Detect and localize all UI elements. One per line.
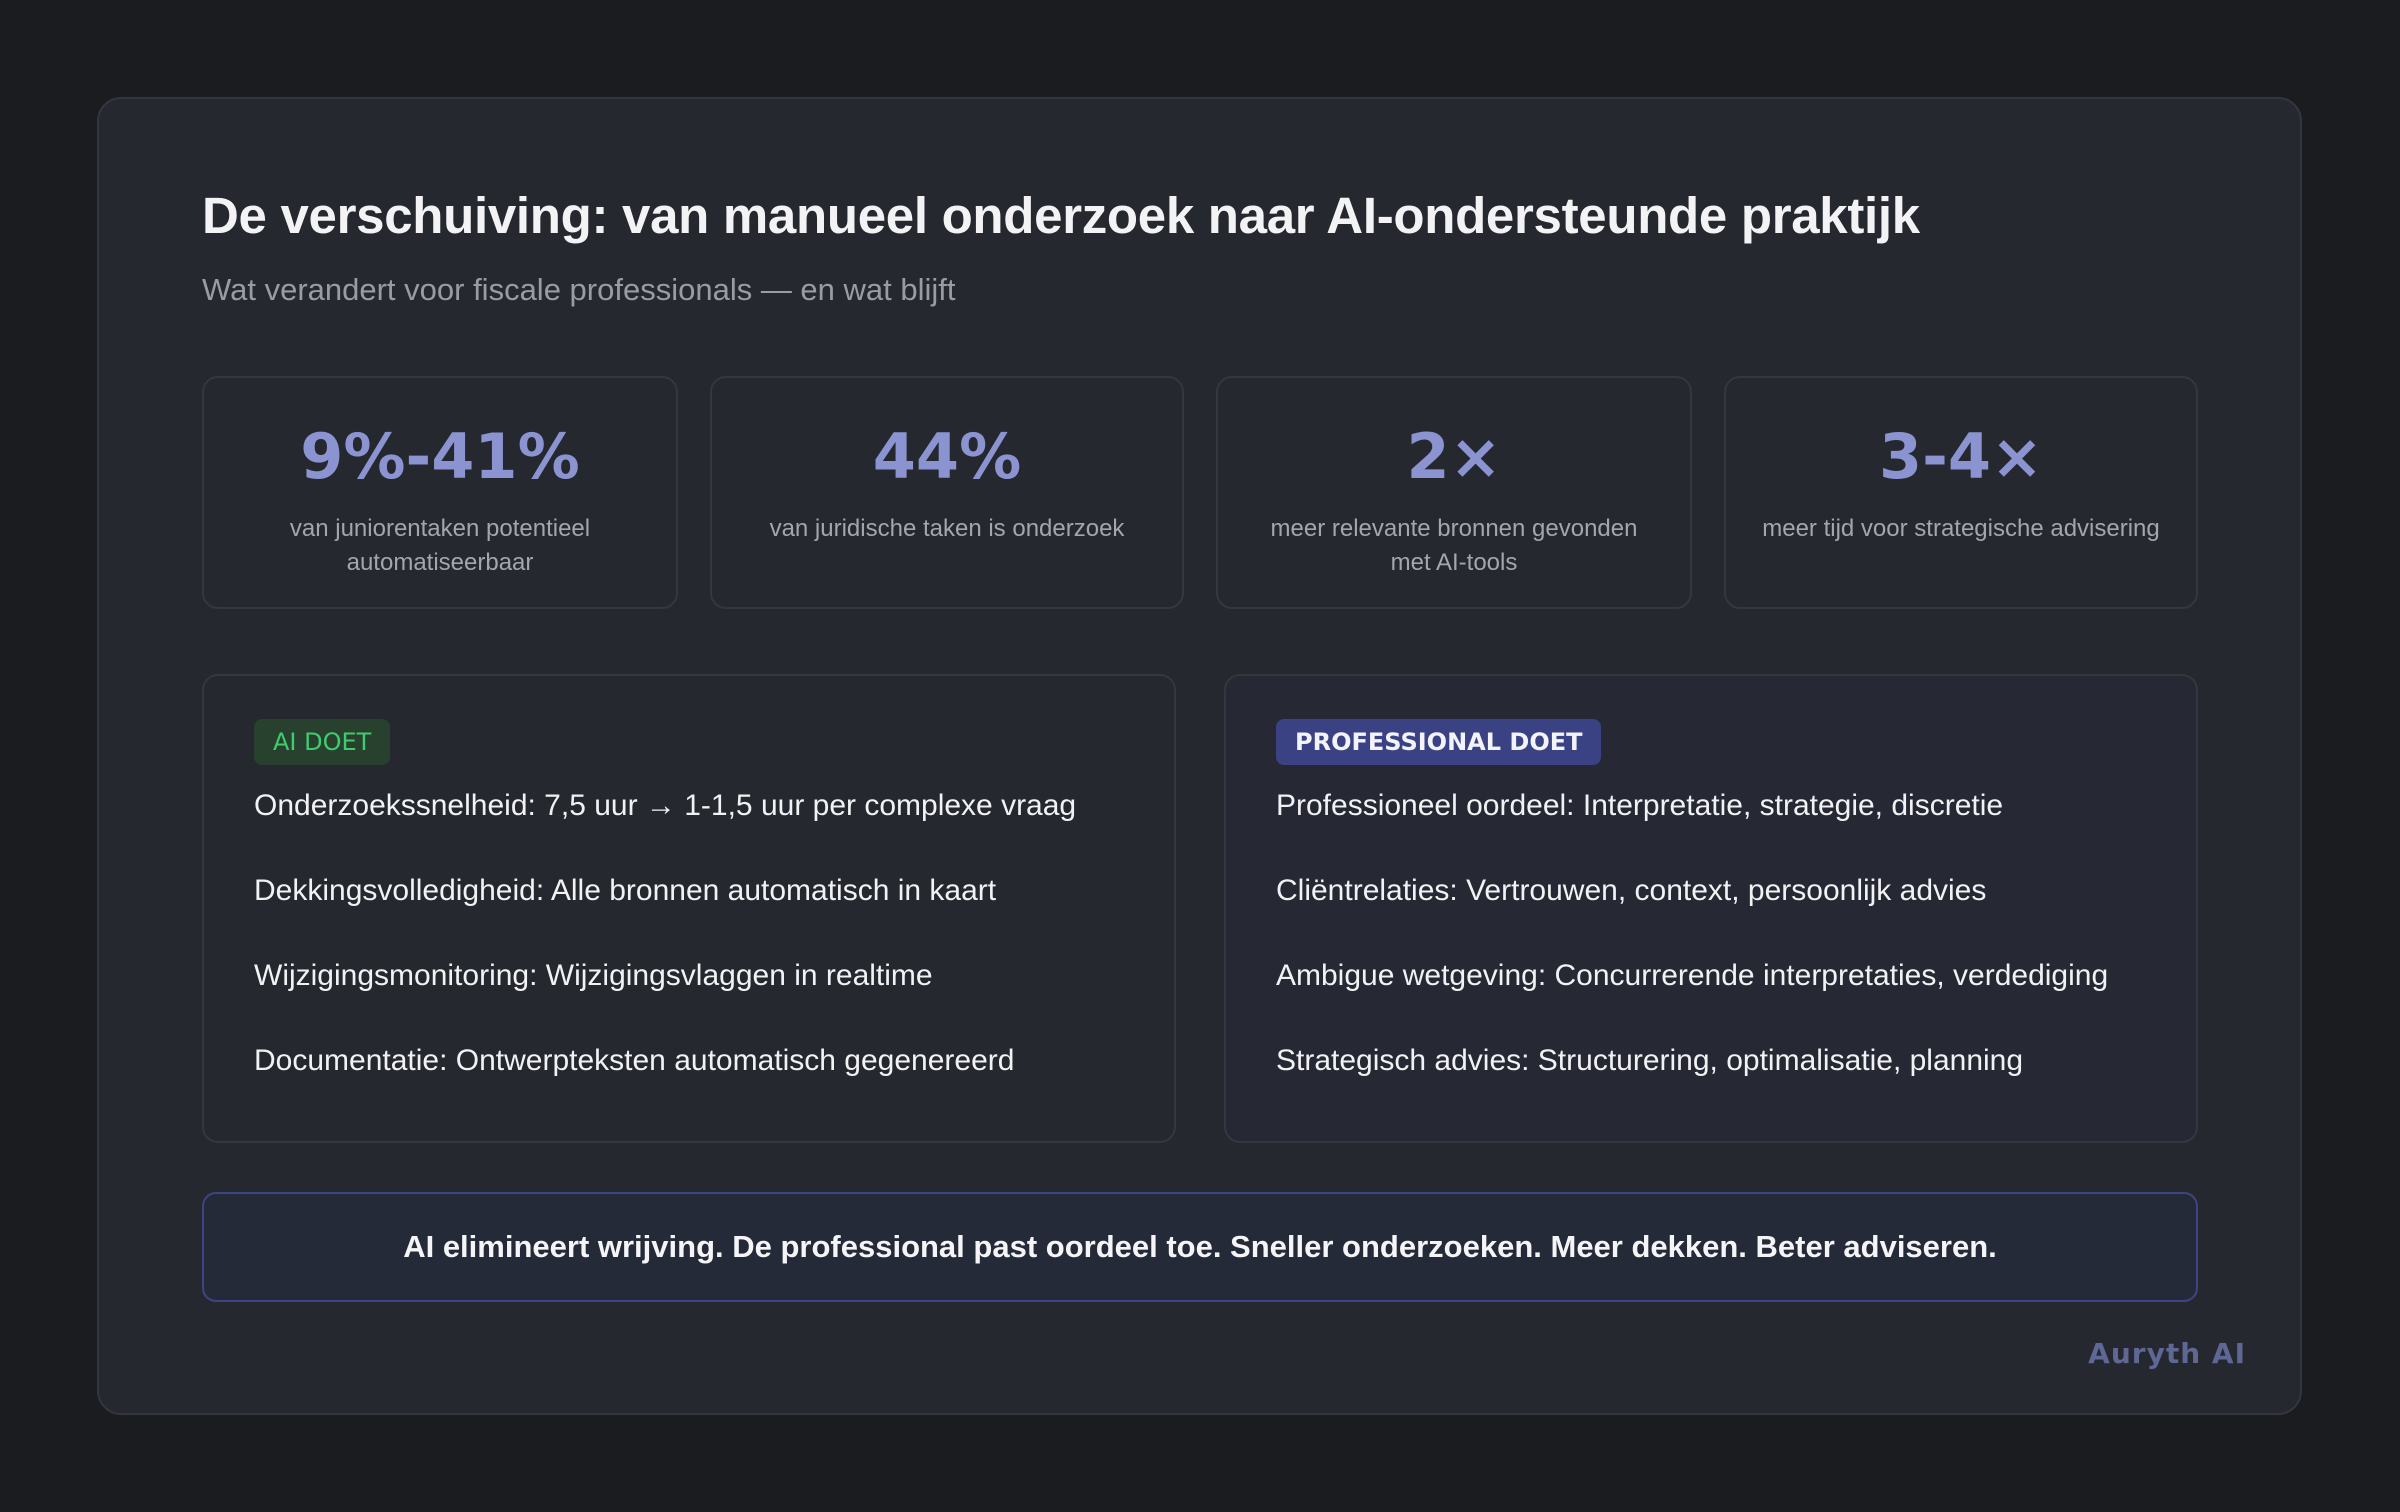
list-item: Dekkingsvolledigheid: Alle bronnen autom… bbox=[254, 874, 997, 907]
stat-value: 44% bbox=[872, 420, 1022, 493]
professional-does-badge: PROFESSIONAL DOET bbox=[1276, 719, 1602, 765]
summary-banner: AI elimineert wrijving. De professional … bbox=[202, 1192, 2198, 1302]
list-item: Onderzoekssnelheid: 7,5 uur → 1-1,5 uur … bbox=[254, 789, 1077, 822]
list-item: Cliëntrelaties: Vertrouwen, context, per… bbox=[1276, 874, 1987, 907]
brand-logo-text: Auryth AI bbox=[2088, 1337, 2246, 1370]
stat-value: 9%-41% bbox=[300, 420, 580, 493]
stat-label: van juridische taken is onderzoek bbox=[769, 515, 1125, 542]
list-item: Ambigue wetgeving: Concurrerende interpr… bbox=[1276, 959, 2109, 992]
stat-label: meer tijd voor strategische advisering bbox=[1762, 515, 2160, 542]
list-item: Wijzigingsmonitoring: Wijzigingsvlaggen … bbox=[254, 959, 933, 992]
ai-does-card: AI DOET Onderzoekssnelheid: 7,5 uur → 1-… bbox=[202, 674, 1176, 1143]
stat-card-sources: 2× meer relevante bronnen gevonden met A… bbox=[1216, 376, 1692, 609]
stat-label: meer relevante bronnen gevonden met AI-t… bbox=[1270, 515, 1638, 576]
list-item: Documentatie: Ontwerpteksten automatisch… bbox=[254, 1044, 1015, 1077]
stat-card-research-share: 44% van juridische taken is onderzoek bbox=[710, 376, 1184, 609]
page-subtitle: Wat verandert voor fiscale professionals… bbox=[202, 272, 956, 307]
ai-does-badge: AI DOET bbox=[254, 719, 391, 765]
ai-does-list: Onderzoekssnelheid: 7,5 uur → 1-1,5 uur … bbox=[254, 786, 1154, 1126]
professional-does-list: Professioneel oordeel: Interpretatie, st… bbox=[1276, 786, 2176, 1126]
stat-card-strategic-time: 3-4× meer tijd voor strategische adviser… bbox=[1724, 376, 2198, 609]
professional-does-card: PROFESSIONAL DOET Professioneel oordeel:… bbox=[1224, 674, 2198, 1143]
page-title: De verschuiving: van manueel onderzoek n… bbox=[202, 187, 1920, 244]
list-item: Strategisch advies: Structurering, optim… bbox=[1276, 1044, 2024, 1077]
stat-label: van juniorentaken potentieel automatisee… bbox=[289, 515, 591, 576]
stat-value: 3-4× bbox=[1879, 420, 2043, 493]
list-item: Professioneel oordeel: Interpretatie, st… bbox=[1276, 789, 2004, 822]
stat-card-automation: 9%-41% van juniorentaken potentieel auto… bbox=[202, 376, 678, 609]
stat-value: 2× bbox=[1406, 420, 1502, 493]
